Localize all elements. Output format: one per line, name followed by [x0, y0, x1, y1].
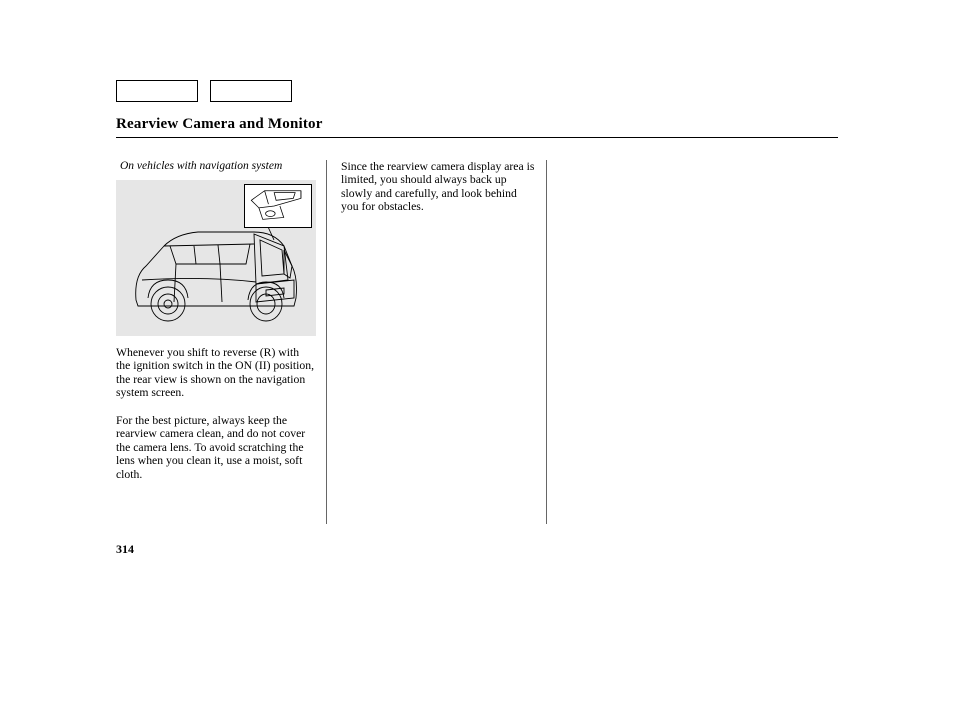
header-placeholder-box [116, 80, 198, 102]
camera-callout [244, 184, 312, 228]
vehicle-illustration [116, 180, 316, 336]
paragraph: Since the rearview camera display area i… [341, 160, 536, 214]
header-placeholder-row [116, 80, 838, 102]
page-title: Rearview Camera and Monitor [116, 116, 838, 138]
paragraph: Whenever you shift to reverse (R) with t… [116, 346, 316, 400]
subheading: On vehicles with navigation system [120, 160, 316, 172]
column-3 [546, 160, 766, 524]
page-number: 314 [116, 542, 838, 557]
paragraph: For the best picture, always keep the re… [116, 414, 316, 481]
manual-page: Rearview Camera and Monitor On vehicles … [116, 80, 838, 557]
content-columns: On vehicles with navigation system [116, 160, 838, 524]
header-placeholder-box [210, 80, 292, 102]
column-2: Since the rearview camera display area i… [326, 160, 546, 524]
column-1: On vehicles with navigation system [116, 160, 326, 524]
